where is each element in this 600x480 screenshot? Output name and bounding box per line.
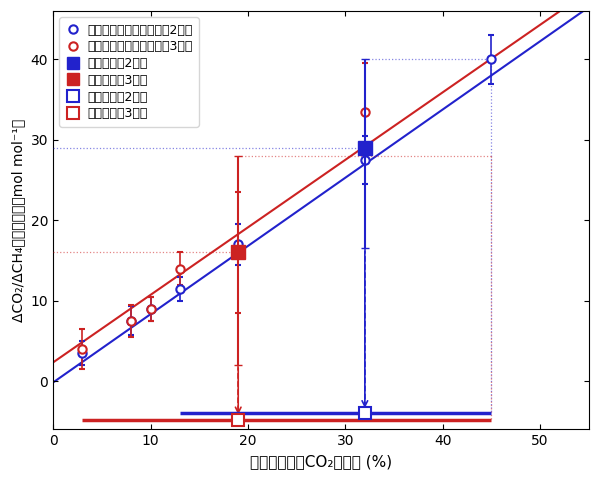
X-axis label: 化石燃料起源CO₂減少率 (%): 化石燃料起源CO₂減少率 (%) [250,454,392,469]
Y-axis label: ΔCO₂/ΔCH₄比の減少量（mol mol⁻¹）: ΔCO₂/ΔCH₄比の減少量（mol mol⁻¹） [11,119,25,322]
Legend: シミュレーション結果（2月）, シミュレーション結果（3月）, 観測結果（2月）, 観測結果（3月）, 推定結果（2月）, 推定結果（3月）: シミュレーション結果（2月）, シミュレーション結果（3月）, 観測結果（2月）… [59,17,199,127]
